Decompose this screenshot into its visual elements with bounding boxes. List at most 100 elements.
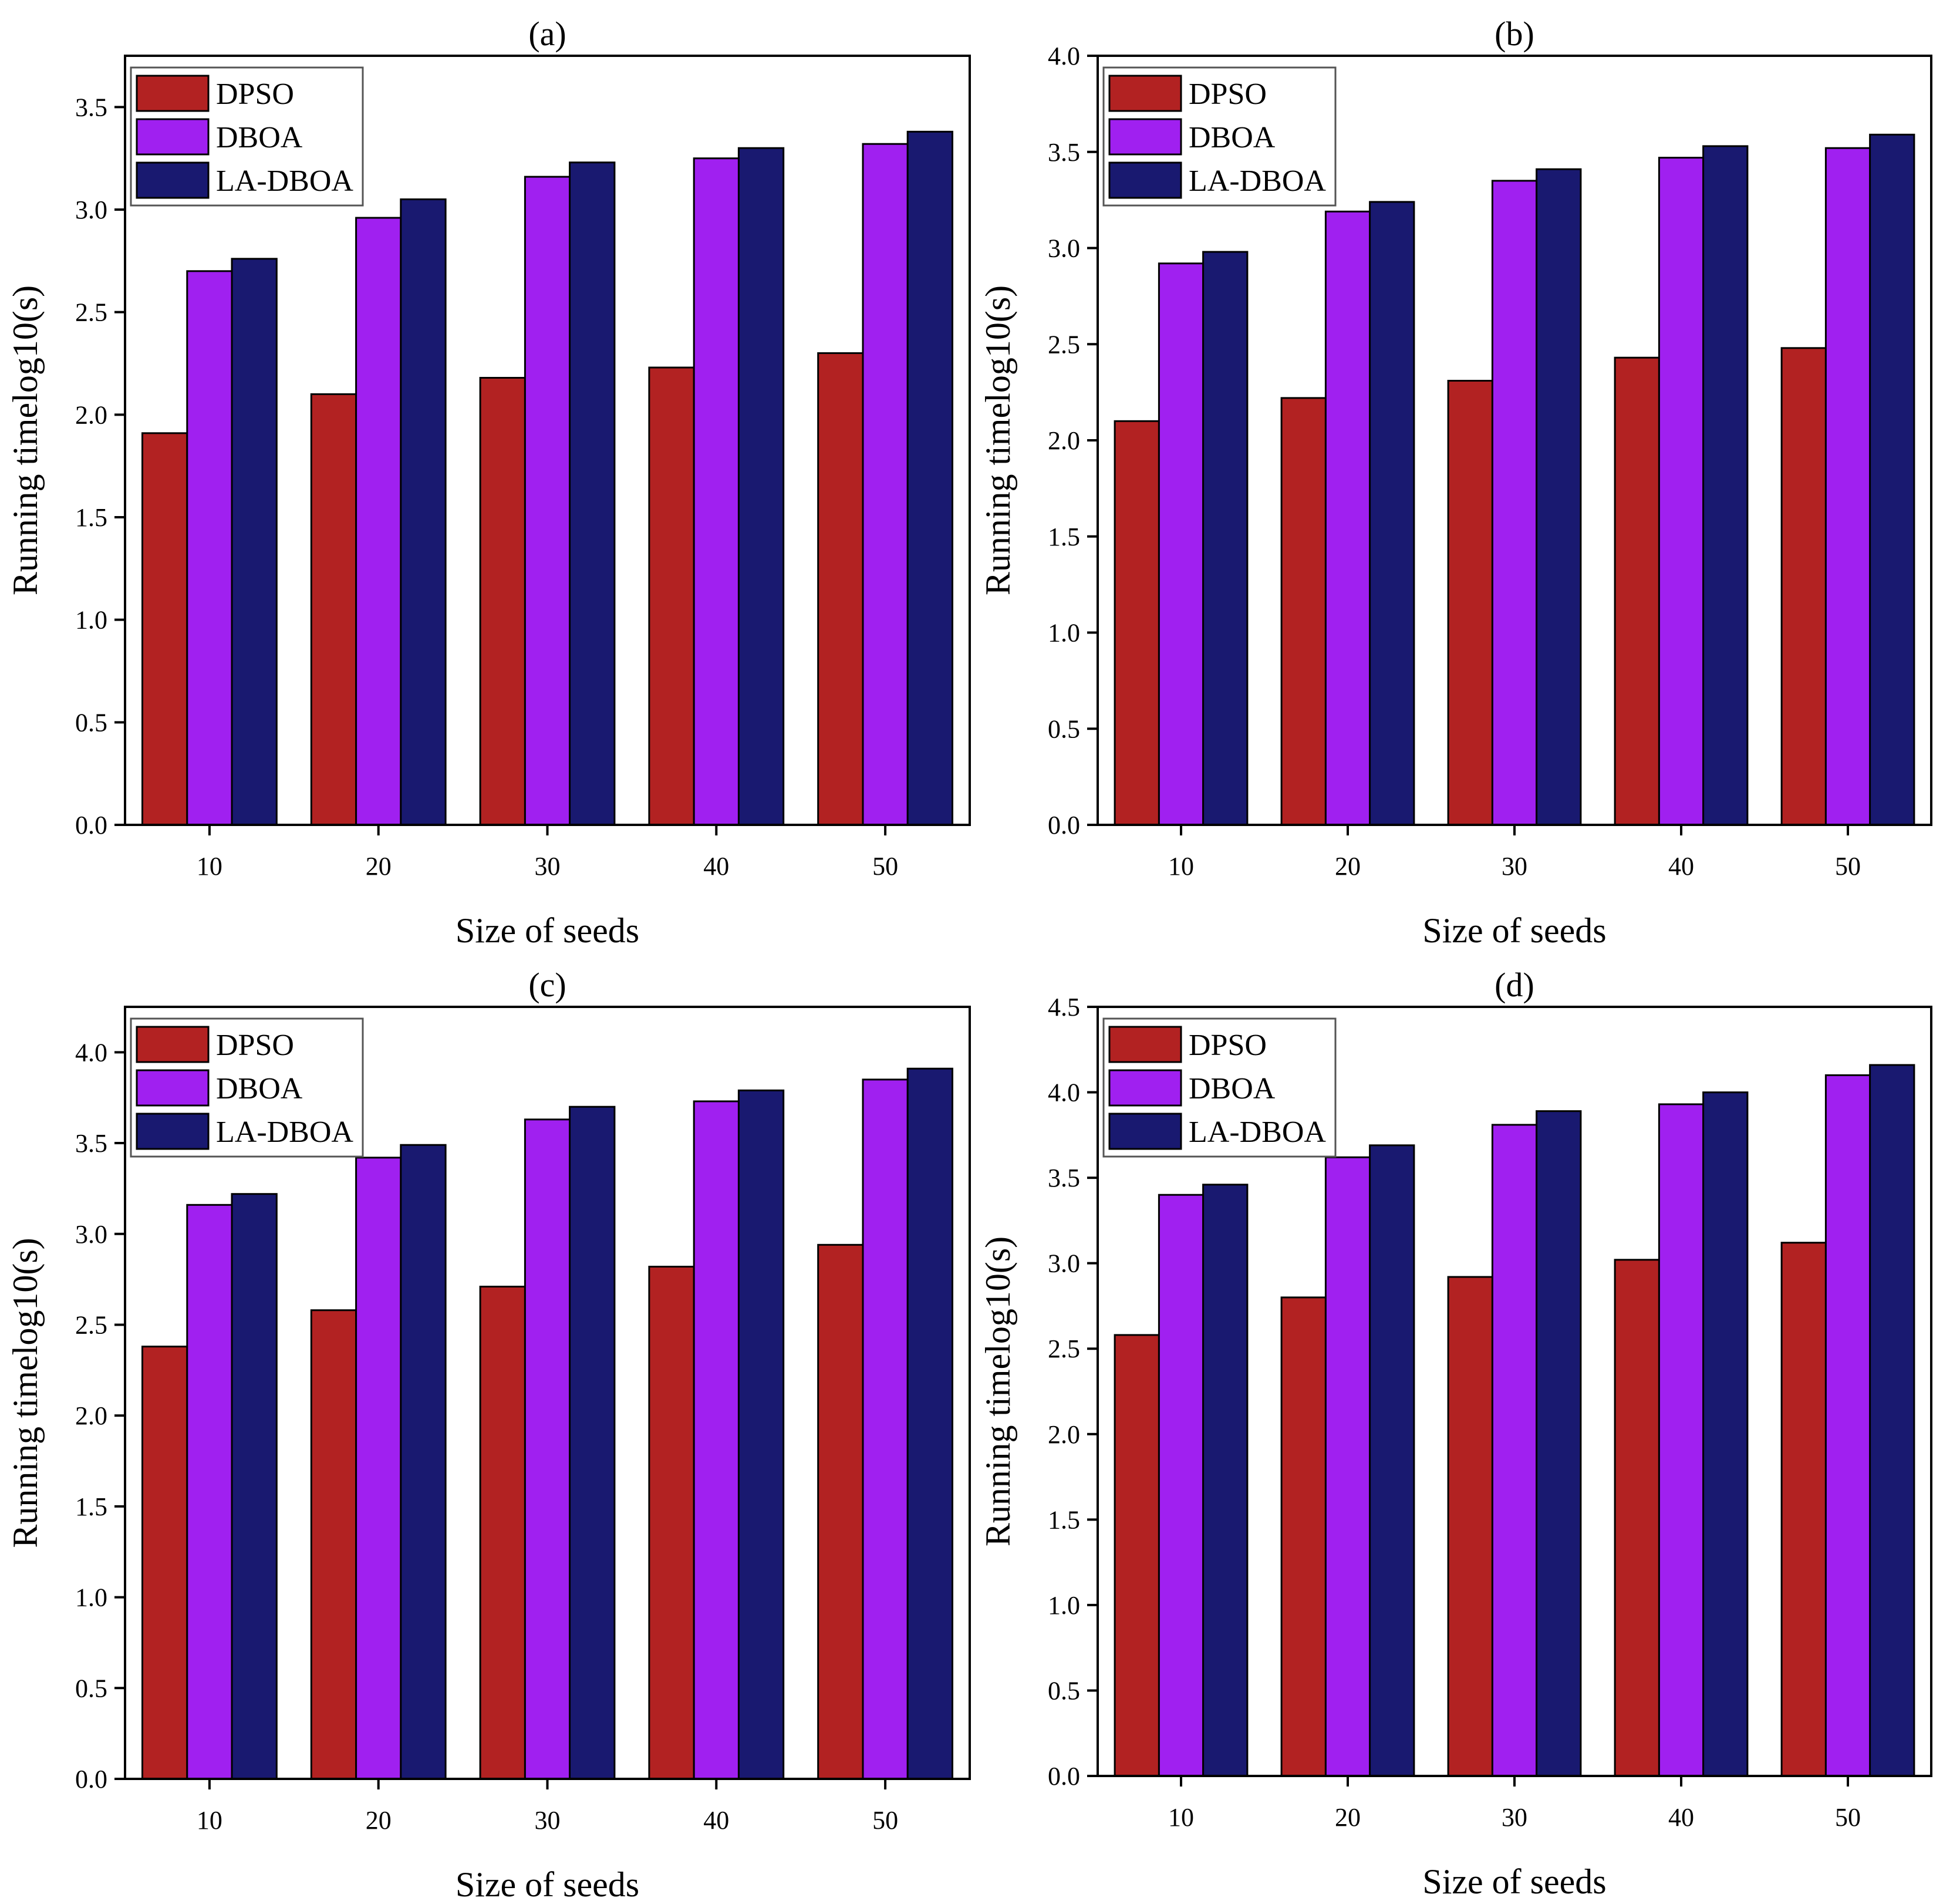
bar: [1324, 1156, 1371, 1777]
bar: [231, 258, 278, 826]
y-tick-label: 3.5: [75, 93, 107, 122]
legend-swatch: [136, 1026, 210, 1063]
legend-swatch: [136, 1113, 210, 1150]
legend-label: DBOA: [1189, 1072, 1276, 1105]
bar: [1158, 262, 1205, 826]
bar: [693, 157, 740, 826]
bar: [1202, 1184, 1249, 1777]
bar: [862, 1078, 909, 1780]
y-axis-label: Running timelog10(s): [979, 285, 1017, 595]
y-tick-label: 3.0: [75, 196, 107, 224]
y-tick-label: 1.5: [75, 1492, 107, 1521]
bar: [862, 143, 909, 826]
y-tick-label: 0.0: [75, 811, 107, 840]
x-tick-label: 30: [535, 1806, 561, 1835]
x-axis-label: Size of seeds: [1422, 1862, 1606, 1901]
bar: [693, 1100, 740, 1780]
bar: [141, 432, 188, 826]
legend-label: DPSO: [216, 1029, 294, 1062]
y-tick-label: 3.0: [1048, 234, 1080, 263]
bar: [569, 161, 616, 826]
y-tick-label: 4.0: [1048, 42, 1080, 70]
bar: [1824, 1074, 1871, 1777]
bar: [1658, 1103, 1705, 1777]
bar: [1202, 251, 1249, 826]
legend-swatch: [136, 75, 210, 112]
y-tick-label: 4.0: [1048, 1078, 1080, 1107]
bar: [648, 1266, 695, 1780]
legend: DPSO DBOA LA-DBOA: [130, 66, 364, 207]
bar: [400, 198, 447, 826]
y-axis-label: Running timelog10(s): [979, 1236, 1017, 1546]
y-tick-label: 2.5: [1048, 1334, 1080, 1363]
bar: [355, 217, 402, 826]
y-tick-label: 3.5: [75, 1129, 107, 1158]
y-tick-label: 0.0: [1048, 1762, 1080, 1791]
x-tick-label: 40: [703, 852, 729, 881]
y-tick-label: 2.0: [75, 400, 107, 429]
bar: [1658, 157, 1705, 826]
y-axis-label: Running timelog10(s): [6, 285, 45, 595]
bar: [141, 1346, 188, 1780]
bar: [1702, 1091, 1749, 1777]
y-tick-label: 3.5: [1048, 1164, 1080, 1192]
y-tick-label: 2.5: [75, 1310, 107, 1339]
legend-swatch: [136, 118, 210, 156]
legend: DPSO DBOA LA-DBOA: [1102, 66, 1337, 207]
x-tick-label: 50: [872, 1806, 898, 1835]
legend-swatch: [1108, 161, 1182, 199]
chart-panel-1: (a) 0.0 0.5 1.0 1.5 2.0 2.5 3.0 3.5 10 20 30 40 50 Siz…: [6, 15, 971, 950]
chart-title: (d): [1495, 966, 1534, 1004]
x-tick-label: 40: [1668, 1803, 1694, 1832]
chart-title: (a): [528, 15, 566, 53]
bar: [906, 130, 953, 826]
legend-swatch: [1108, 1069, 1182, 1107]
bar: [1280, 397, 1327, 826]
bar: [479, 377, 526, 826]
y-tick-label: 0.5: [1048, 714, 1080, 743]
x-tick-label: 10: [1168, 1803, 1194, 1832]
y-tick-label: 1.5: [75, 503, 107, 532]
legend-swatch: [136, 1069, 210, 1107]
legend-swatch: [1108, 75, 1182, 112]
y-axis-label: Running timelog10(s): [6, 1238, 45, 1548]
bar: [1114, 420, 1160, 826]
legend-swatch: [1108, 118, 1182, 156]
y-tick-label: 2.0: [1048, 1420, 1080, 1449]
legend-label: DPSO: [216, 77, 294, 111]
bar: [355, 1157, 402, 1780]
y-tick-label: 2.0: [1048, 426, 1080, 455]
y-tick-label: 0.5: [75, 708, 107, 737]
bar: [1780, 1242, 1827, 1777]
x-axis-label: Size of seeds: [1422, 911, 1606, 950]
x-tick-label: 30: [535, 852, 561, 881]
y-tick-label: 0.5: [1048, 1676, 1080, 1705]
chart-title: (b): [1495, 15, 1534, 53]
x-tick-label: 10: [1168, 852, 1194, 881]
y-tick-label: 1.5: [1048, 523, 1080, 551]
bar: [1114, 1334, 1160, 1777]
y-tick-label: 4.0: [75, 1038, 107, 1067]
chart-title: (c): [528, 966, 566, 1004]
bar: [400, 1144, 447, 1780]
legend-label: LA-DBOA: [1189, 164, 1326, 198]
y-tick-label: 3.0: [75, 1220, 107, 1249]
bar: [1824, 147, 1871, 826]
x-tick-label: 20: [366, 852, 392, 881]
x-tick-label: 30: [1502, 1803, 1527, 1832]
y-tick-label: 2.0: [75, 1401, 107, 1430]
legend-swatch: [136, 161, 210, 199]
bar: [1869, 133, 1915, 826]
bar: [817, 352, 864, 826]
bar: [1369, 201, 1415, 826]
bar: [231, 1193, 278, 1780]
x-tick-label: 20: [1335, 1803, 1361, 1832]
y-tick-label: 2.5: [1048, 330, 1080, 359]
y-tick-label: 0.5: [75, 1674, 107, 1703]
y-tick-label: 1.0: [75, 606, 107, 635]
y-tick-label: 4.5: [1048, 993, 1080, 1022]
bar: [817, 1243, 864, 1780]
bar: [1158, 1194, 1205, 1777]
chart-panel-3: (c) 0.0 0.5 1.0 1.5 2.0 2.5 3.0 3.5 4.0 10 20 30 40 50…: [6, 966, 971, 1901]
